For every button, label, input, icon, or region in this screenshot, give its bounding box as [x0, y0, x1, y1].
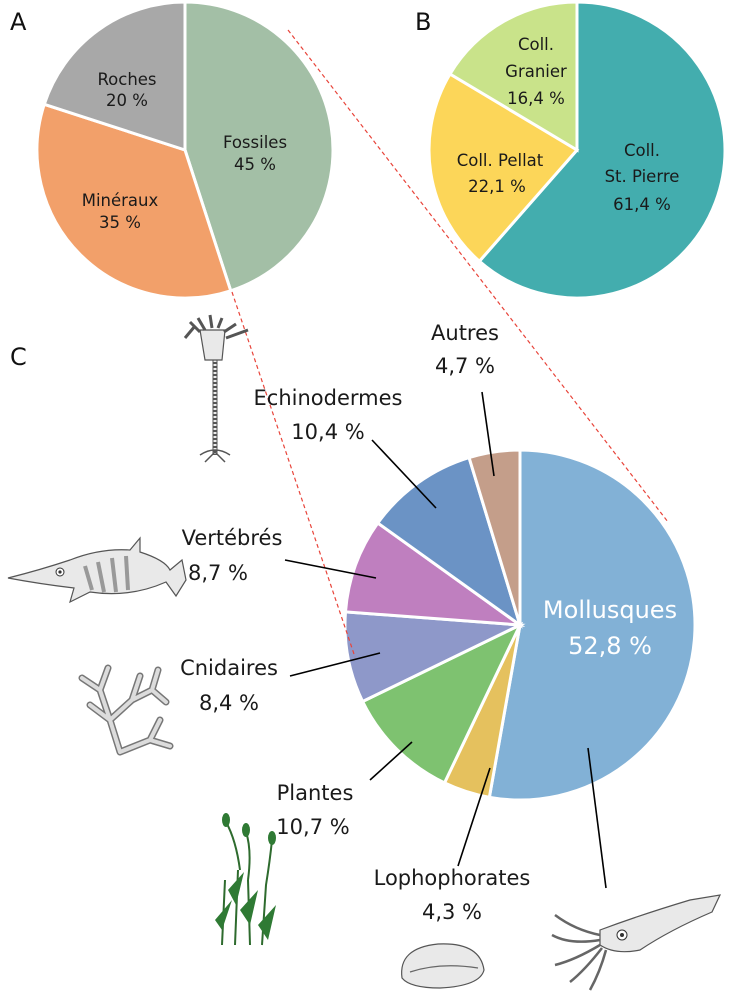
panel-letter-a: A — [10, 8, 27, 36]
label-stpierre-line2: St. Pierre — [605, 167, 680, 186]
label-roches: Roches — [97, 70, 156, 89]
pie-c-slice-echinodermes — [375, 455, 523, 629]
leader-plantes — [369, 741, 413, 781]
pie-c-slice-autres — [467, 448, 522, 626]
value-fossiles: 45 % — [234, 155, 276, 174]
leader-vertebres — [284, 559, 377, 579]
label-pellat: Coll. Pellat — [457, 151, 544, 170]
label-mineraux: Minéraux — [82, 191, 159, 210]
leader-lines — [284, 391, 607, 889]
pie-b-slice-coll-granier — [447, 0, 579, 153]
label-autres: Autres — [431, 321, 499, 345]
panel-letter-c: C — [10, 343, 27, 371]
pie-c-slice-cnidaires — [343, 610, 526, 704]
pie-chart-c — [343, 448, 697, 802]
pie-b-slice-coll-st-pierre — [477, 0, 727, 300]
pie-chart-b — [427, 0, 727, 300]
label-granier-line1: Coll. — [518, 35, 554, 54]
pie-a-slice-min-raux — [35, 102, 233, 300]
leader-cnidaires — [289, 652, 381, 677]
label-cnidaires: Cnidaires — [180, 656, 278, 680]
leader-autres — [481, 391, 495, 477]
zoom-connector-bottom — [231, 291, 356, 658]
pie-b-slice-coll-pellat — [427, 71, 580, 264]
value-plantes: 10,7 % — [276, 815, 349, 839]
brachiopod-illustration — [401, 943, 485, 989]
value-pellat: 22,1 % — [468, 177, 526, 196]
moss-illustration — [215, 813, 276, 946]
pie-c-slice-plantes — [360, 621, 524, 785]
value-autres: 4,7 % — [435, 354, 495, 378]
label-lophophorates: Lophophorates — [374, 866, 531, 890]
pie-a-slice-roches — [42, 0, 187, 153]
label-plantes: Plantes — [277, 781, 354, 805]
value-stpierre: 61,4 % — [613, 195, 671, 214]
leader-mollusques — [587, 747, 607, 889]
label-stpierre-line1: Coll. — [624, 141, 660, 160]
zoom-connector-top — [287, 29, 669, 523]
pie-c-slice-vert-br-s — [343, 520, 526, 627]
label-mollusques: Mollusques — [543, 596, 677, 624]
value-echinodermes: 10,4 % — [291, 420, 364, 444]
value-vertebres: 8,7 % — [188, 561, 248, 585]
label-vertebres: Vertébrés — [182, 526, 283, 550]
pie-c-slice-mollusques — [487, 448, 697, 802]
value-granier: 16,4 % — [507, 89, 565, 108]
leader-lophophorates — [457, 767, 491, 867]
value-cnidaires: 8,4 % — [199, 691, 259, 715]
squid-illustration — [551, 894, 722, 991]
label-echinodermes: Echinodermes — [254, 386, 403, 410]
pie-chart-a — [35, 0, 335, 300]
value-mineraux: 35 % — [99, 213, 141, 232]
label-fossiles: Fossiles — [223, 133, 287, 152]
leader-echinodermes — [371, 439, 437, 509]
coral-illustration — [78, 664, 174, 756]
value-lophophorates: 4,3 % — [422, 900, 482, 924]
label-granier-line2: Granier — [505, 62, 567, 81]
crinoid-illustration — [183, 314, 249, 463]
ichthyosaur-illustration — [7, 536, 187, 604]
value-mollusques: 52,8 % — [568, 632, 652, 660]
value-roches: 20 % — [106, 91, 148, 110]
pie-a-slice-fossiles — [183, 0, 335, 293]
panel-letter-b: B — [415, 8, 431, 36]
